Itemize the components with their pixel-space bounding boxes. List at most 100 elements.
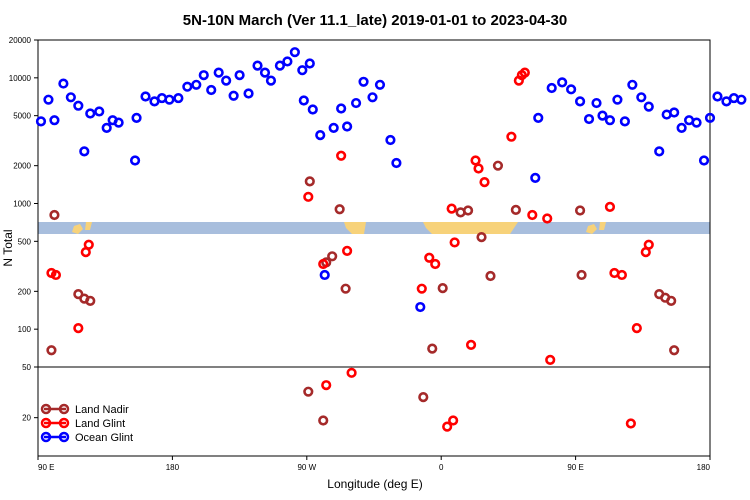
point-ocean-glint — [198, 70, 209, 81]
point-land-nadir — [462, 205, 474, 216]
point-land-nadir — [437, 283, 448, 294]
point-land-glint — [73, 322, 84, 334]
point-ocean-glint — [415, 301, 426, 313]
point-ocean-glint — [307, 104, 318, 115]
point-land-nadir — [46, 345, 57, 356]
point-ocean-glint — [131, 112, 142, 123]
point-ocean-glint — [101, 122, 112, 133]
x-tick-label: 0 — [439, 463, 444, 472]
point-land-glint — [318, 258, 329, 270]
point-ocean-glint — [704, 112, 716, 123]
point-land-glint — [473, 163, 484, 174]
point-land-nadir — [334, 204, 345, 215]
point-land-glint — [625, 418, 636, 429]
point-ocean-glint — [546, 82, 557, 94]
point-ocean-glint — [85, 108, 96, 119]
point-ocean-glint — [228, 90, 239, 101]
point-land-glint — [83, 239, 94, 250]
point-ocean-glint — [374, 79, 386, 90]
point-ocean-glint — [182, 81, 193, 92]
y-tick-label: 100 — [18, 325, 32, 334]
series-land-nadir — [46, 160, 680, 426]
point-land-nadir — [340, 283, 351, 294]
point-ocean-glint — [173, 92, 184, 104]
point-land-nadir — [666, 295, 677, 306]
land-mask-se-asia-left — [72, 222, 92, 234]
point-land-nadir — [485, 270, 496, 282]
point-ocean-glint — [289, 47, 300, 58]
y-axis: 20 50 100 200 500 1000 2000 5000 10000 20000 — [9, 36, 38, 423]
point-land-glint — [542, 213, 553, 224]
land-mask-band — [38, 222, 710, 234]
y-tick-label: 10000 — [9, 74, 32, 83]
point-land-nadir — [576, 269, 587, 281]
point-ocean-glint — [35, 116, 47, 127]
point-ocean-glint — [654, 146, 665, 157]
point-ocean-glint — [583, 113, 595, 125]
point-ocean-glint — [669, 107, 680, 118]
point-ocean-glint — [367, 92, 378, 103]
point-land-glint — [631, 322, 642, 334]
x-tick-label: 90 E — [567, 463, 583, 472]
point-land-nadir — [327, 251, 338, 262]
legend-label-land-nadir: Land Nadir — [75, 404, 129, 416]
point-land-nadir — [574, 205, 586, 216]
point-ocean-glint — [342, 121, 353, 132]
point-ocean-glint — [304, 58, 315, 69]
point-ocean-glint — [94, 106, 105, 117]
point-ocean-glint — [140, 91, 151, 102]
point-ocean-glint — [129, 155, 141, 166]
legend-swatch-marker — [58, 431, 70, 443]
x-axis: 90 E 180 90 W 0 90 E 180 — [37, 456, 711, 472]
point-ocean-glint — [298, 95, 309, 106]
point-ocean-glint — [591, 97, 602, 109]
series-land-glint — [46, 67, 654, 432]
point-land-glint — [430, 258, 441, 270]
point-land-glint — [336, 150, 347, 161]
point-ocean-glint — [252, 60, 263, 71]
land-mask-africa — [423, 222, 518, 234]
y-tick-label: 20000 — [9, 36, 32, 45]
point-ocean-glint — [358, 76, 369, 87]
point-ocean-glint — [265, 75, 277, 86]
y-tick-label: 2000 — [13, 162, 31, 171]
point-ocean-glint — [243, 88, 254, 99]
point-ocean-glint — [319, 269, 330, 281]
point-ocean-glint — [574, 96, 586, 107]
point-ocean-glint — [164, 94, 175, 105]
point-land-glint — [50, 269, 62, 281]
point-land-glint — [342, 245, 353, 256]
legend-label-ocean-glint: Ocean Glint — [75, 432, 133, 444]
x-tick-label: 180 — [166, 463, 180, 472]
y-tick-label: 500 — [18, 237, 32, 246]
legend-swatch-marker — [40, 403, 52, 415]
point-land-glint — [506, 131, 517, 142]
point-land-glint — [303, 191, 314, 202]
point-land-glint — [442, 421, 453, 432]
point-land-glint — [604, 201, 616, 212]
point-ocean-glint — [676, 122, 687, 133]
legend-swatch-marker — [58, 417, 70, 429]
point-ocean-glint — [530, 172, 541, 183]
series-ocean-glint — [35, 47, 747, 313]
plot-frame — [37, 39, 711, 457]
point-ocean-glint — [113, 117, 124, 128]
point-ocean-glint — [566, 84, 577, 95]
point-ocean-glint — [73, 100, 84, 111]
point-ocean-glint — [221, 75, 232, 86]
legend-swatch-marker — [40, 431, 52, 443]
point-ocean-glint — [627, 79, 638, 90]
point-ocean-glint — [259, 67, 271, 78]
chart-title: 5N-10N March (Ver 11.1_late) 2019-01-01 … — [183, 12, 567, 29]
land-mask-se-asia-right — [586, 222, 606, 234]
point-ocean-glint — [49, 115, 60, 126]
point-ocean-glint — [58, 78, 69, 89]
point-ocean-glint — [533, 112, 544, 123]
point-ocean-glint — [282, 56, 293, 67]
point-ocean-glint — [698, 155, 710, 166]
y-tick-label: 20 — [22, 414, 31, 423]
point-ocean-glint — [643, 101, 654, 112]
x-tick-label: 90 E — [38, 463, 54, 472]
point-land-glint — [448, 415, 459, 426]
